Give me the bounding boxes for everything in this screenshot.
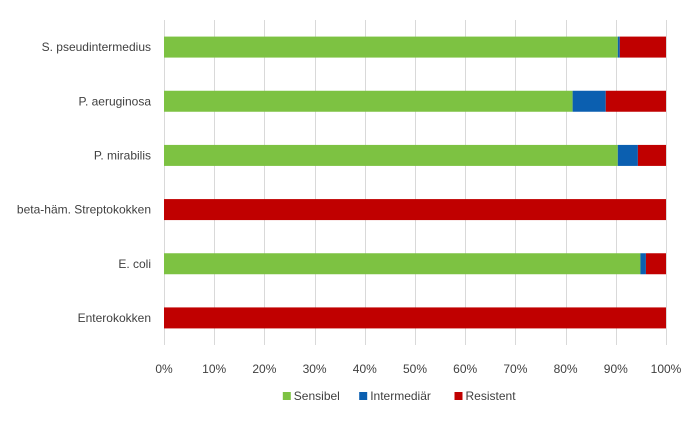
- category-label: P. aeruginosa: [78, 94, 151, 108]
- legend-label: Intermediär: [370, 389, 431, 403]
- x-tick-label: 100%: [651, 362, 682, 376]
- bar-resistent-2: [637, 144, 666, 166]
- bar-intermedir-1: [572, 90, 606, 112]
- legend-swatch-2: [454, 392, 463, 400]
- x-tick-label: 90%: [604, 362, 628, 376]
- gridlines: [164, 20, 667, 345]
- legend-swatch-1: [359, 392, 368, 400]
- x-tick-label: 80%: [554, 362, 578, 376]
- bar-sensibel-1: [164, 90, 573, 112]
- category-label: E. coli: [118, 257, 151, 271]
- bar-intermedir-0: [617, 36, 620, 58]
- x-tick-label: 60%: [453, 362, 477, 376]
- category-label: P. mirabilis: [94, 148, 151, 162]
- x-tick-label: 10%: [202, 362, 226, 376]
- x-tick-labels: 0% 10% 20% 30% 40% 50% 60% 70% 80% 90% 100%: [155, 362, 681, 376]
- bar-intermedir-2: [617, 144, 638, 166]
- category-labels: S. pseudintermedius P. aeruginosa P. mirab…: [17, 40, 151, 325]
- bar-resistent-4: [645, 253, 666, 275]
- category-label: beta-häm. Streptokokken: [17, 203, 151, 217]
- bar-intermedir-4: [640, 253, 646, 275]
- category-label: S. pseudintermedius: [42, 40, 151, 54]
- x-tick-label: 70%: [503, 362, 527, 376]
- legend-label: Sensibel: [294, 389, 340, 403]
- bar-sensibel-0: [164, 36, 618, 58]
- legend-swatch-0: [282, 392, 291, 400]
- bar-resistent-5: [164, 307, 666, 329]
- bar-resistent-0: [619, 36, 666, 58]
- category-label: Enterokokken: [78, 311, 151, 325]
- legend-label: Resistent: [466, 389, 517, 403]
- x-tick-label: 0%: [155, 362, 173, 376]
- bar-resistent-1: [605, 90, 666, 112]
- x-tick-label: 50%: [403, 362, 427, 376]
- bar-resistent-3: [164, 199, 666, 221]
- x-tick-label: 30%: [303, 362, 327, 376]
- bar-sensibel-2: [164, 144, 618, 166]
- bars: [164, 36, 666, 329]
- x-tick-label: 20%: [252, 362, 276, 376]
- legend: Sensibel Intermediär Resistent: [282, 389, 517, 403]
- x-tick-label: 40%: [353, 362, 377, 376]
- bar-sensibel-4: [164, 253, 641, 275]
